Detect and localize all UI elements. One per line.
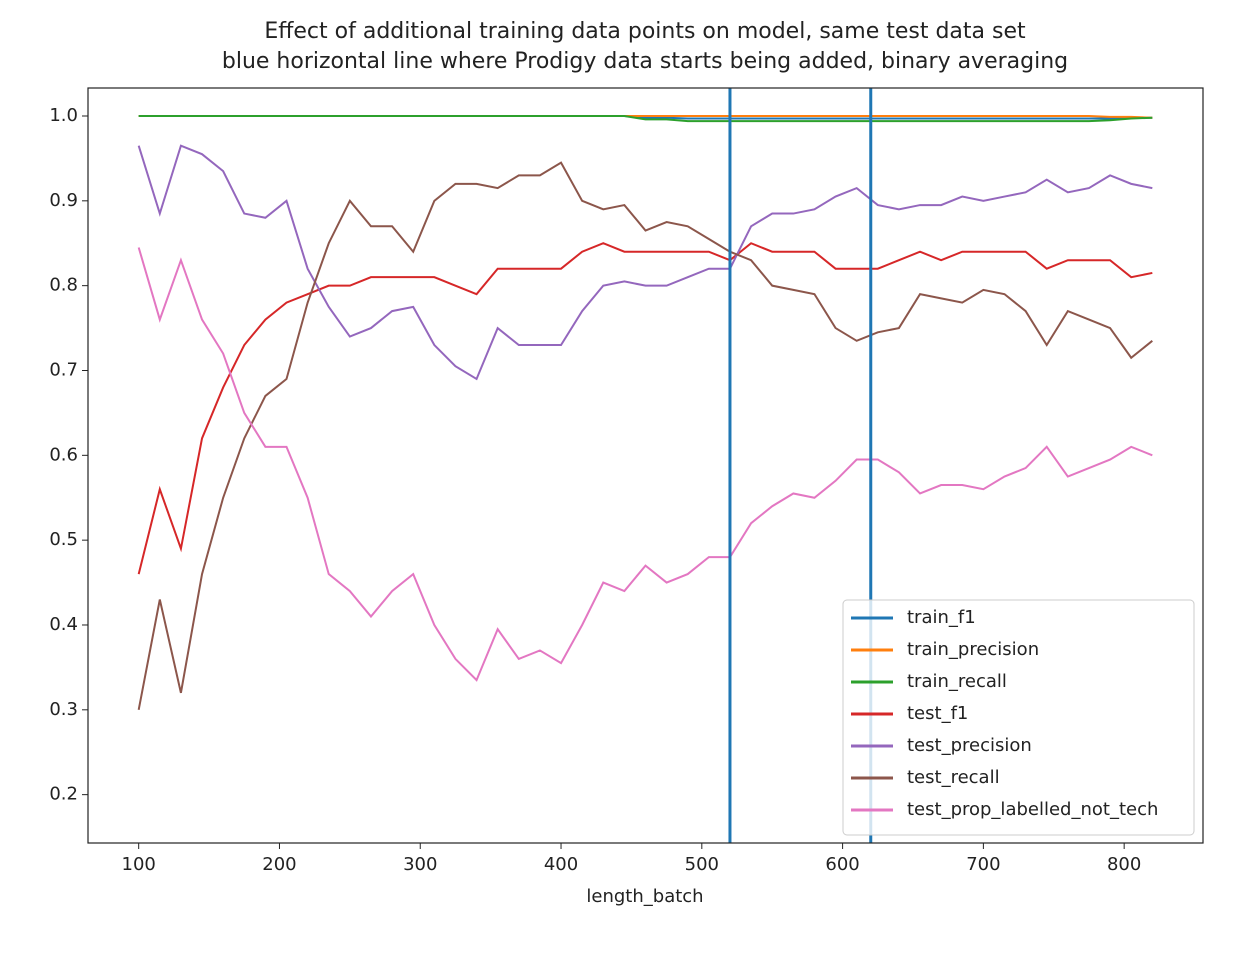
legend-label: test_f1 <box>907 703 968 724</box>
y-tick-label: 0.6 <box>49 444 78 465</box>
x-tick-label: 200 <box>262 854 296 875</box>
series-line <box>137 242 1153 575</box>
x-tick-label: 100 <box>122 854 156 875</box>
y-tick-label: 0.9 <box>49 190 78 211</box>
x-tick-label: 400 <box>544 854 578 875</box>
y-tick-label: 0.7 <box>49 359 78 380</box>
legend-label: train_f1 <box>907 607 976 628</box>
series-line <box>137 144 1153 381</box>
chart-subtitle: blue horizontal line where Prodigy data … <box>222 49 1068 74</box>
legend-label: train_recall <box>907 671 1007 692</box>
legend-label: test_recall <box>907 767 1000 788</box>
x-tick-label: 700 <box>966 854 1000 875</box>
y-tick-label: 0.3 <box>49 699 78 720</box>
legend-label: test_prop_labelled_not_tech <box>907 799 1158 820</box>
plot-frame <box>87 87 1204 844</box>
x-axis-label: length_batch <box>586 886 703 907</box>
series-line <box>137 247 1153 682</box>
legend-label: test_precision <box>907 735 1032 756</box>
x-tick-label: 300 <box>403 854 437 875</box>
legend-label: train_precision <box>907 639 1039 660</box>
series-line <box>138 114 1153 123</box>
y-tick-label: 0.5 <box>49 529 78 550</box>
legend: train_f1 train_precision train_recall test_… <box>842 599 1195 836</box>
x-tick-label: 800 <box>1107 854 1141 875</box>
y-tick-label: 1.0 <box>49 105 78 126</box>
y-tick-label: 0.2 <box>49 784 78 805</box>
series-line <box>137 161 1153 710</box>
x-tick-label: 600 <box>825 854 859 875</box>
y-tick-label: 0.4 <box>49 614 78 635</box>
legend-box <box>842 599 1195 836</box>
y-tick-label: 0.8 <box>49 275 78 296</box>
x-tick-label: 500 <box>685 854 719 875</box>
chart-title: Effect of additional training data point… <box>264 19 1026 44</box>
